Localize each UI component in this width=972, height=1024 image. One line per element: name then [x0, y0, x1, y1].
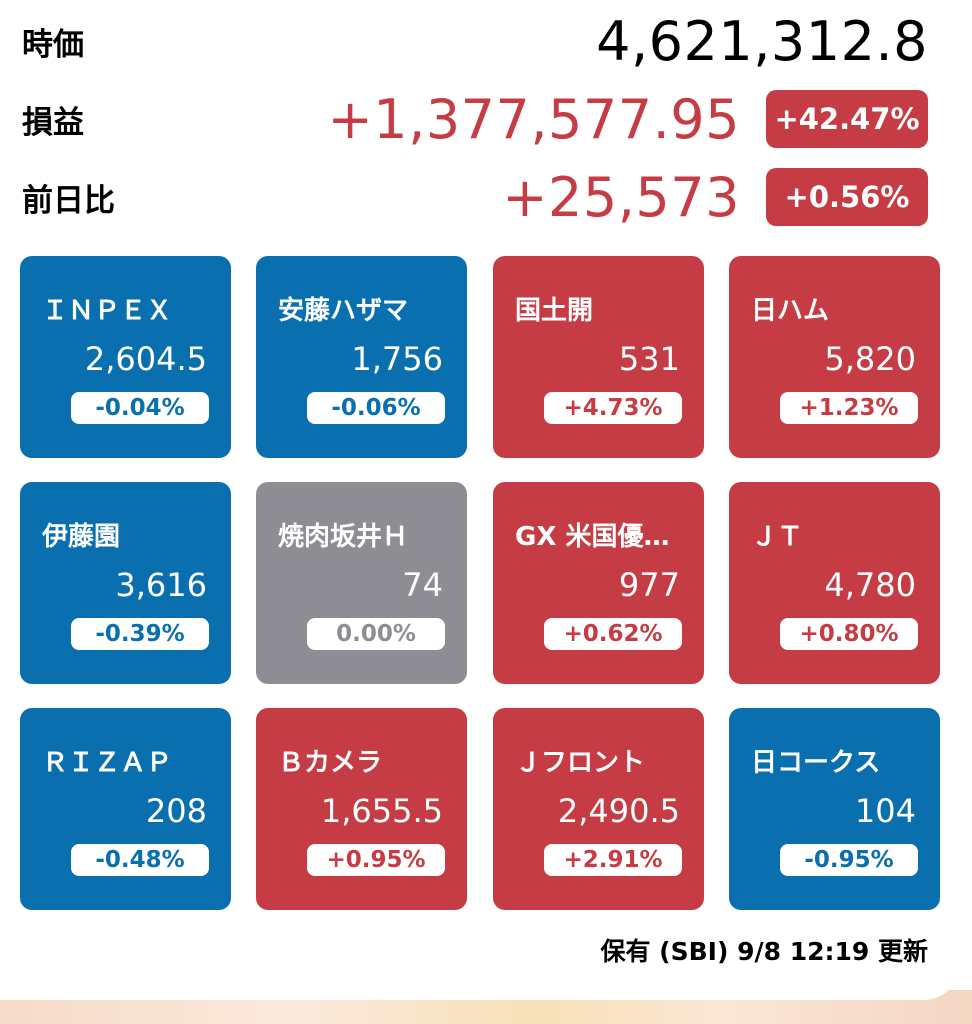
holding-name: 日ハム: [751, 296, 830, 326]
holding-name: Ｊフロント: [515, 748, 646, 778]
holding-tile[interactable]: ＲＩＺＡＰ 208 -0.48%: [20, 708, 231, 910]
holding-tile[interactable]: 伊藤園 3,616 -0.39%: [20, 482, 231, 684]
holding-price: 1,756: [351, 340, 443, 378]
holding-price: 104: [854, 792, 916, 830]
profit-loss-label: 損益: [22, 104, 84, 141]
holding-change-badge: -0.39%: [71, 618, 209, 650]
holding-price: 208: [145, 792, 207, 830]
holding-price: 2,604.5: [84, 340, 207, 378]
market-value-row: 時価 4,621,312.8: [22, 6, 928, 76]
update-status: 保有 (SBI) 9/8 12:19 更新: [600, 937, 928, 966]
market-value-label: 時価: [22, 26, 84, 63]
holding-name: 安藤ハザマ: [278, 296, 409, 326]
holding-change-badge: +2.91%: [544, 844, 682, 876]
day-change-label: 前日比: [22, 182, 115, 219]
market-value: 4,621,312.8: [596, 9, 928, 73]
holding-tile[interactable]: ＩＮＰＥＸ 2,604.5 -0.04%: [20, 256, 231, 458]
widget-card[interactable]: 時価 4,621,312.8 損益 +1,377,577.95 +42.47% …: [0, 0, 960, 1000]
holding-price: 74: [402, 566, 443, 604]
holding-name: Ｂカメラ: [278, 748, 383, 778]
holding-tile[interactable]: GX 米国優… 977 +0.62%: [493, 482, 704, 684]
profit-loss-row: 損益 +1,377,577.95 +42.47%: [22, 84, 928, 154]
holding-tile[interactable]: Ｊフロント 2,490.5 +2.91%: [493, 708, 704, 910]
holding-name: GX 米国優…: [515, 522, 670, 552]
holding-tile[interactable]: 日コークス 104 -0.95%: [729, 708, 940, 910]
holding-change-badge: -0.95%: [780, 844, 918, 876]
holding-price: 531: [618, 340, 680, 378]
holding-price: 977: [618, 566, 680, 604]
holding-name: 焼肉坂井Ｈ: [278, 522, 409, 552]
holding-tile[interactable]: 焼肉坂井Ｈ 74 0.00%: [256, 482, 467, 684]
holding-price: 2,490.5: [557, 792, 680, 830]
day-change-pct-badge: +0.56%: [766, 168, 928, 226]
holding-tile[interactable]: 安藤ハザマ 1,756 -0.06%: [256, 256, 467, 458]
holding-price: 4,780: [824, 566, 916, 604]
holding-change-badge: +4.73%: [544, 392, 682, 424]
holding-change-badge: +1.23%: [780, 392, 918, 424]
holding-name: ＩＮＰＥＸ: [42, 296, 173, 326]
holding-name: ＲＩＺＡＰ: [42, 748, 173, 778]
holding-change-badge: -0.04%: [71, 392, 209, 424]
profit-loss-value: +1,377,577.95: [327, 87, 740, 151]
holding-change-badge: -0.48%: [71, 844, 209, 876]
holding-name: 日コークス: [751, 748, 881, 778]
holding-change-badge: +0.95%: [307, 844, 445, 876]
day-change-row: 前日比 +25,573 +0.56%: [22, 162, 928, 232]
holding-price: 1,655.5: [320, 792, 443, 830]
holding-name: 国土開: [515, 296, 594, 326]
holding-name: ＪＴ: [751, 522, 804, 552]
holding-tile[interactable]: 国土開 531 +4.73%: [493, 256, 704, 458]
holding-name: 伊藤園: [42, 522, 121, 552]
holding-tile[interactable]: Ｂカメラ 1,655.5 +0.95%: [256, 708, 467, 910]
holding-tile[interactable]: ＪＴ 4,780 +0.80%: [729, 482, 940, 684]
holding-tile[interactable]: 日ハム 5,820 +1.23%: [729, 256, 940, 458]
holding-change-badge: +0.80%: [780, 618, 918, 650]
holding-change-badge: 0.00%: [307, 618, 445, 650]
day-change-value: +25,573: [502, 165, 740, 229]
profit-loss-pct-badge: +42.47%: [766, 90, 928, 148]
holding-change-badge: -0.06%: [307, 392, 445, 424]
holding-change-badge: +0.62%: [544, 618, 682, 650]
holding-price: 5,820: [824, 340, 916, 378]
holding-price: 3,616: [115, 566, 207, 604]
